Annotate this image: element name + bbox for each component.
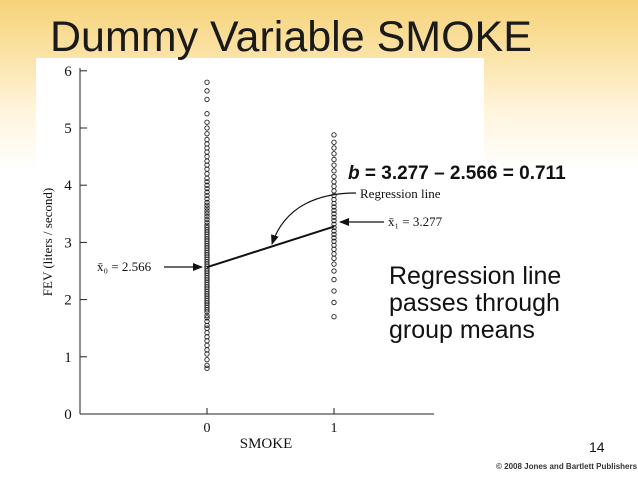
slope-equation: = 3.277 – 2.566 = 0.711 [359, 163, 566, 184]
data-point [204, 88, 210, 94]
data-point [204, 199, 210, 206]
regression-line [206, 225, 335, 269]
regression-label-arrow [271, 192, 357, 245]
data-point [204, 224, 210, 231]
data-point [331, 179, 337, 185]
page-number: 14 [589, 439, 605, 455]
data-point [331, 235, 337, 241]
data-point [331, 228, 337, 234]
data-point [204, 325, 210, 331]
y-tick-label: 2 [64, 293, 72, 309]
data-point [331, 255, 337, 262]
data-point [331, 214, 337, 220]
data-point [204, 189, 210, 195]
data-point [204, 131, 210, 137]
data-point [204, 196, 210, 202]
slope-symbol: b [348, 163, 360, 184]
data-point [331, 261, 337, 267]
data-point [204, 342, 210, 349]
data-point [204, 211, 210, 217]
data-point [204, 182, 210, 188]
data-point [204, 205, 210, 211]
data-point [204, 96, 210, 103]
data-point [331, 207, 337, 214]
data-point [204, 79, 210, 85]
data-point [331, 221, 337, 227]
data-point [204, 312, 210, 319]
slope-formula: b = 3.277 – 2.566 = 0.711 [348, 163, 566, 185]
data-point [204, 119, 210, 125]
data-point [204, 214, 210, 220]
data-point [331, 288, 337, 294]
y-tick-label: 1 [64, 350, 72, 366]
data-point [331, 139, 337, 145]
data-point [331, 251, 337, 257]
data-point [204, 192, 210, 199]
data-point [204, 125, 210, 131]
data-point [204, 153, 210, 160]
data-point [331, 314, 337, 320]
data-point [204, 362, 210, 369]
y-tick-label: 0 [64, 407, 72, 423]
x-axis-label: SMOKE [240, 436, 293, 452]
copyright-notice: © 2008 Jones and Bartlett Publishers [496, 462, 638, 471]
mean1-label: x̄₁ = 3.277 [388, 214, 443, 229]
data-point [204, 208, 210, 214]
data-point [204, 111, 210, 117]
data-point [331, 168, 337, 174]
y-axis-ticks: 0 1 2 3 4 5 6 [64, 64, 87, 423]
data-point [204, 136, 210, 143]
data-point [331, 268, 337, 274]
data-point [204, 179, 210, 185]
data-point [204, 365, 210, 371]
data-point [204, 171, 210, 177]
data-point [331, 151, 337, 157]
data-point [331, 183, 337, 189]
callout-line-2: passes through [389, 289, 560, 317]
data-point [331, 162, 337, 168]
data-point [331, 231, 337, 238]
data-point [331, 145, 337, 151]
data-point [331, 238, 337, 244]
x-tick-label: 0 [204, 421, 211, 436]
y-tick-label: 6 [64, 64, 72, 80]
data-point [204, 357, 210, 363]
y-tick-label: 4 [64, 178, 72, 194]
data-point [204, 315, 210, 321]
callout-line-3: group means [389, 316, 535, 344]
data-point [204, 202, 210, 208]
data-point [331, 132, 337, 138]
y-tick-label: 3 [64, 235, 72, 251]
data-point [331, 299, 337, 306]
data-point [204, 318, 210, 324]
data-point [204, 216, 210, 223]
slide-title: Dummy Variable SMOKE [50, 13, 532, 61]
x-tick-label: 1 [331, 421, 338, 436]
data-point [331, 188, 337, 194]
data-point [204, 219, 210, 226]
y-axis-label: FEV (liters / second) [40, 188, 55, 296]
data-point [331, 173, 337, 180]
data-point [331, 204, 337, 210]
callout-line-1: Regression line [389, 262, 562, 290]
y-tick-label: 5 [64, 121, 72, 137]
data-point [331, 276, 337, 283]
callout-text: Regression line passes through group mea… [389, 263, 609, 344]
data-point [204, 222, 210, 228]
regression-line-label: Regression line [360, 186, 441, 201]
mean0-label: x̄₀ = 2.566 [97, 259, 152, 274]
data-point [331, 211, 337, 217]
data-point [331, 156, 337, 163]
data-points [204, 79, 337, 371]
data-point [204, 185, 210, 192]
data-point [331, 218, 337, 224]
chart-panel [36, 58, 484, 478]
